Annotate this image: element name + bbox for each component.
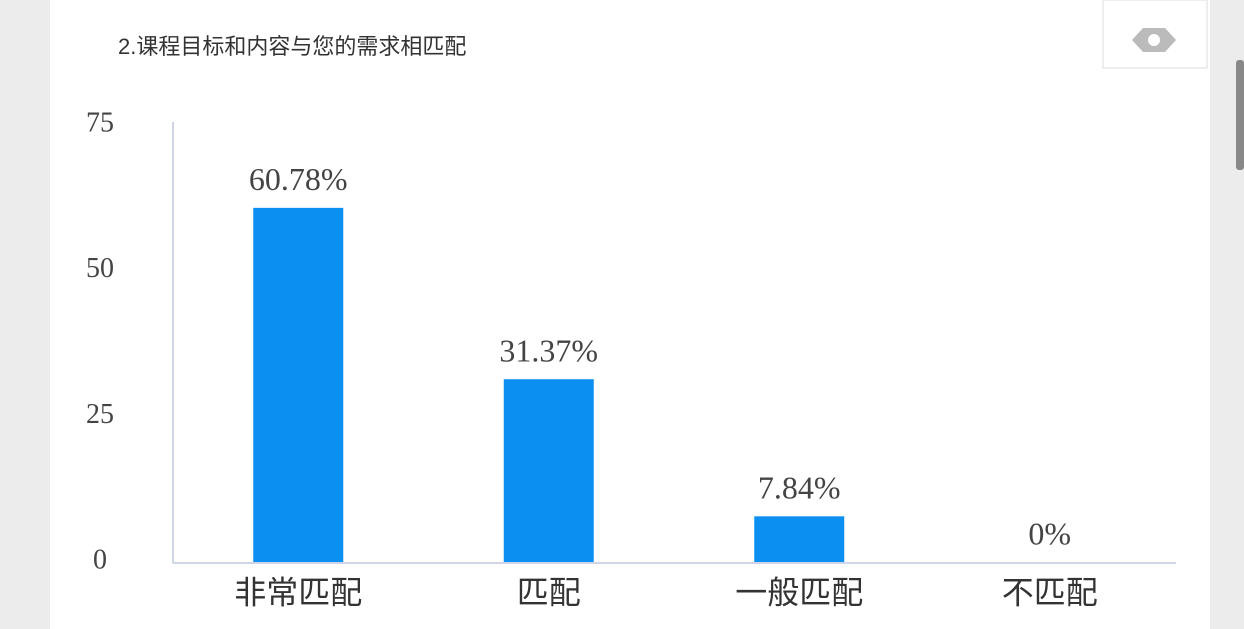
x-tick-label: 匹配 xyxy=(517,574,581,610)
y-tick-label: 75 xyxy=(86,107,114,138)
x-tick-label: 不匹配 xyxy=(1002,574,1098,610)
settings-button[interactable] xyxy=(1102,0,1208,69)
y-tick-label: 0 xyxy=(93,544,107,575)
scrollbar xyxy=(1236,60,1244,170)
bar xyxy=(253,207,344,562)
value-label: 31.37% xyxy=(499,333,598,369)
y-tick-label: 25 xyxy=(86,399,114,430)
bar xyxy=(754,516,845,562)
y-tick-label: 50 xyxy=(86,253,114,284)
chart-title: 2.课程目标和内容与您的需求相匹配 xyxy=(118,34,466,59)
x-tick-label: 一般匹配 xyxy=(735,574,863,610)
value-label: 7.84% xyxy=(758,470,841,506)
x-tick-label: 非常匹配 xyxy=(234,574,362,610)
value-label: 0% xyxy=(1028,515,1071,551)
bar xyxy=(503,379,594,562)
value-label: 60.78% xyxy=(249,161,348,197)
card xyxy=(50,0,1210,629)
settings-icon-hole xyxy=(1148,34,1160,46)
